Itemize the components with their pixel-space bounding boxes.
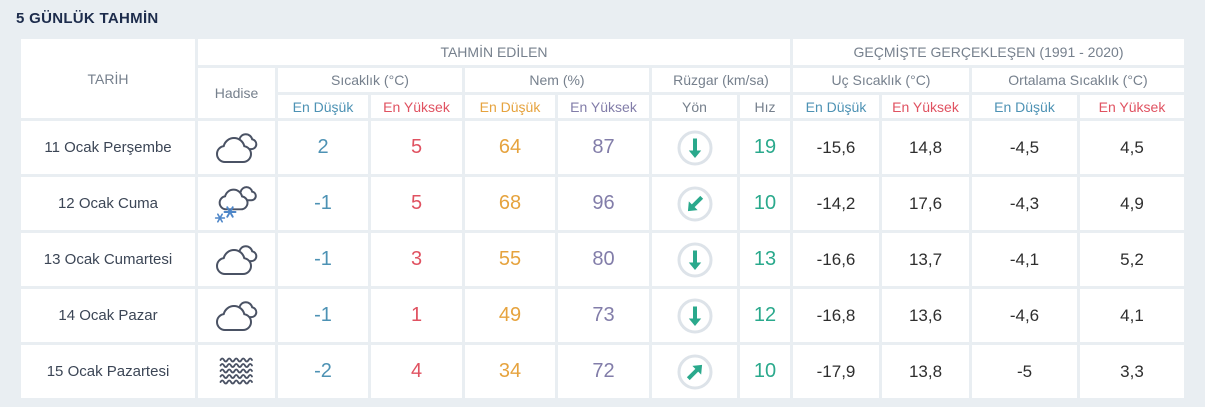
wind-speed-cell: 10	[740, 177, 790, 230]
table-row: 12 Ocak Cuma -1 5 68 96 10 -14,2 17,6 -4…	[21, 177, 1184, 230]
extreme-max-cell: 13,6	[882, 289, 969, 342]
extreme-max-cell: 13,7	[882, 233, 969, 286]
cloudy-icon	[198, 244, 275, 276]
average-min-cell: -4,5	[972, 121, 1077, 174]
humidity-min-cell: 55	[465, 233, 555, 286]
column-header-humidity-min: En Düşük	[465, 95, 555, 118]
column-header-average-min: En Düşük	[972, 95, 1077, 118]
wind-direction-cell	[652, 233, 737, 286]
extreme-min-cell: -15,6	[793, 121, 879, 174]
extreme-min-cell: -14,2	[793, 177, 879, 230]
temp-min-cell: 2	[278, 121, 368, 174]
page-title: 5 GÜNLÜK TAHMİN	[16, 10, 159, 27]
date-cell: 12 Ocak Cuma	[21, 177, 195, 230]
average-max-cell: 4,9	[1080, 177, 1184, 230]
column-header-average-max: En Yüksek	[1080, 95, 1184, 118]
table-row: 11 Ocak Perşembe 2 5 64 87 19 -15,6 14,8…	[21, 121, 1184, 174]
wind-direction-arrow-icon	[652, 353, 737, 391]
column-group-history: GEÇMİŞTE GERÇEKLEŞEN (1991 - 2020)	[793, 39, 1184, 65]
column-header-temp-min: En Düşük	[278, 95, 368, 118]
fog-icon	[198, 356, 275, 387]
condition-cell	[198, 345, 275, 398]
table-row: 13 Ocak Cumartesi -1 3 55 80 13 -16,6 13…	[21, 233, 1184, 286]
temp-min-cell: -1	[278, 289, 368, 342]
date-cell: 15 Ocak Pazartesi	[21, 345, 195, 398]
temp-max-cell: 5	[371, 121, 462, 174]
cloudy-icon	[198, 132, 275, 164]
humidity-max-cell: 87	[558, 121, 649, 174]
column-header-date: TARİH	[21, 39, 195, 118]
wind-direction-arrow-icon	[652, 241, 737, 279]
humidity-max-cell: 96	[558, 177, 649, 230]
temp-min-cell: -2	[278, 345, 368, 398]
extreme-min-cell: -16,8	[793, 289, 879, 342]
table-row: 15 Ocak Pazartesi -2 4 34 72 10 -17,9 13…	[21, 345, 1184, 398]
table-header: TARİH TAHMİN EDİLEN GEÇMİŞTE GERÇEKLEŞEN…	[21, 39, 1184, 118]
humidity-min-cell: 34	[465, 345, 555, 398]
wind-speed-cell: 13	[740, 233, 790, 286]
extreme-max-cell: 14,8	[882, 121, 969, 174]
column-group-humidity: Nem (%)	[465, 68, 649, 92]
wind-direction-cell	[652, 289, 737, 342]
forecast-table: TARİH TAHMİN EDİLEN GEÇMİŞTE GERÇEKLEŞEN…	[18, 36, 1187, 401]
column-group-average-temp: Ortalama Sıcaklık (°C)	[972, 68, 1184, 92]
average-max-cell: 3,3	[1080, 345, 1184, 398]
wind-direction-arrow-icon	[652, 129, 737, 167]
temp-max-cell: 4	[371, 345, 462, 398]
extreme-max-cell: 17,6	[882, 177, 969, 230]
date-cell: 14 Ocak Pazar	[21, 289, 195, 342]
table-row: 14 Ocak Pazar -1 1 49 73 12 -16,8 13,6 -…	[21, 289, 1184, 342]
condition-cell	[198, 177, 275, 230]
average-min-cell: -4,3	[972, 177, 1077, 230]
wind-speed-cell: 10	[740, 345, 790, 398]
forecast-body: 11 Ocak Perşembe 2 5 64 87 19 -15,6 14,8…	[21, 121, 1184, 398]
humidity-max-cell: 72	[558, 345, 649, 398]
average-max-cell: 4,5	[1080, 121, 1184, 174]
humidity-min-cell: 64	[465, 121, 555, 174]
temp-max-cell: 3	[371, 233, 462, 286]
temp-min-cell: -1	[278, 233, 368, 286]
column-header-humidity-max: En Yüksek	[558, 95, 649, 118]
condition-cell	[198, 289, 275, 342]
temp-max-cell: 5	[371, 177, 462, 230]
column-header-extreme-max: En Yüksek	[882, 95, 969, 118]
wind-direction-arrow-icon	[652, 185, 737, 223]
humidity-max-cell: 80	[558, 233, 649, 286]
temp-min-cell: -1	[278, 177, 368, 230]
extreme-max-cell: 13,8	[882, 345, 969, 398]
column-group-extreme-temp: Uç Sıcaklık (°C)	[793, 68, 969, 92]
average-min-cell: -4,6	[972, 289, 1077, 342]
condition-cell	[198, 121, 275, 174]
extreme-min-cell: -17,9	[793, 345, 879, 398]
wind-direction-cell	[652, 177, 737, 230]
date-cell: 13 Ocak Cumartesi	[21, 233, 195, 286]
wind-direction-cell	[652, 121, 737, 174]
column-header-wind-direction: Yön	[652, 95, 737, 118]
column-header-temp-max: En Yüksek	[371, 95, 462, 118]
column-header-wind-speed: Hız	[740, 95, 790, 118]
condition-cell	[198, 233, 275, 286]
wind-speed-cell: 19	[740, 121, 790, 174]
column-group-forecast: TAHMİN EDİLEN	[198, 39, 790, 65]
column-group-temperature: Sıcaklık (°C)	[278, 68, 462, 92]
snow-icon	[198, 185, 275, 223]
average-min-cell: -4,1	[972, 233, 1077, 286]
temp-max-cell: 1	[371, 289, 462, 342]
humidity-min-cell: 68	[465, 177, 555, 230]
column-header-extreme-min: En Düşük	[793, 95, 879, 118]
average-max-cell: 5,2	[1080, 233, 1184, 286]
average-max-cell: 4,1	[1080, 289, 1184, 342]
wind-direction-arrow-icon	[652, 297, 737, 335]
cloudy-icon	[198, 300, 275, 332]
column-group-wind: Rüzgar (km/sa)	[652, 68, 790, 92]
humidity-max-cell: 73	[558, 289, 649, 342]
date-cell: 11 Ocak Perşembe	[21, 121, 195, 174]
average-min-cell: -5	[972, 345, 1077, 398]
wind-direction-cell	[652, 345, 737, 398]
column-header-condition: Hadise	[198, 68, 275, 118]
wind-speed-cell: 12	[740, 289, 790, 342]
extreme-min-cell: -16,6	[793, 233, 879, 286]
humidity-min-cell: 49	[465, 289, 555, 342]
